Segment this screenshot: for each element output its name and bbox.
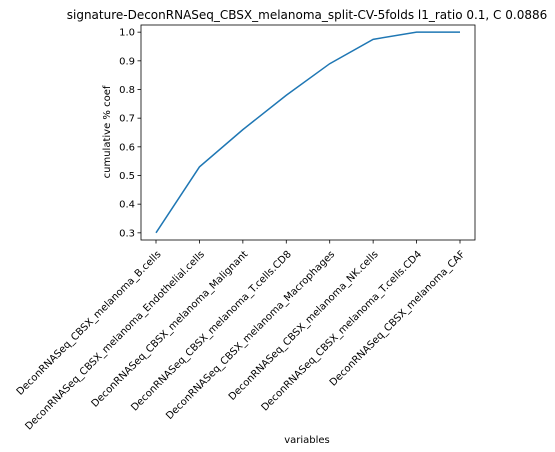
x-tick-label: DeconRNASeq_CBSX_melanoma_Malignant xyxy=(90,249,251,410)
y-tick-label: 0.3 xyxy=(119,228,135,239)
series-line xyxy=(155,31,460,234)
y-tick-label: 0.7 xyxy=(119,114,135,125)
y-tick-label: 0.8 xyxy=(119,85,135,96)
x-tick-label: DeconRNASeq_CBSX_melanoma_T.cells.CD4 xyxy=(260,249,425,414)
chart-title: signature-DeconRNASeq_CBSX_melanoma_spli… xyxy=(67,8,548,22)
x-axis-label: variables xyxy=(284,435,330,446)
x-tick-label: DeconRNASeq_CBSX_melanoma_NK.cells xyxy=(227,249,381,403)
x-tick-label: DeconRNASeq_CBSX_melanoma_Macrophages xyxy=(164,249,337,422)
y-axis-label: cumulative % coef xyxy=(102,85,113,178)
y-tick-label: 0.5 xyxy=(119,171,135,182)
plot-frame xyxy=(140,24,476,241)
x-axis-ticks: DeconRNASeq_CBSX_melanoma_B.cellsDeconRN… xyxy=(15,240,468,432)
y-axis-ticks: 0.3 0.4 0.5 0.6 0.7 0.8 0.9 1.0 xyxy=(119,28,141,239)
x-tick-label: DeconRNASeq_CBSX_melanoma_T.cells.CD8 xyxy=(129,249,294,414)
y-tick-label: 0.9 xyxy=(119,56,135,67)
y-tick-label: 0.6 xyxy=(119,142,135,153)
y-tick-label: 1.0 xyxy=(119,28,135,39)
x-tick-label: DeconRNASeq_CBSX_melanoma_B.cells xyxy=(15,249,164,398)
y-tick-label: 0.4 xyxy=(119,200,135,211)
